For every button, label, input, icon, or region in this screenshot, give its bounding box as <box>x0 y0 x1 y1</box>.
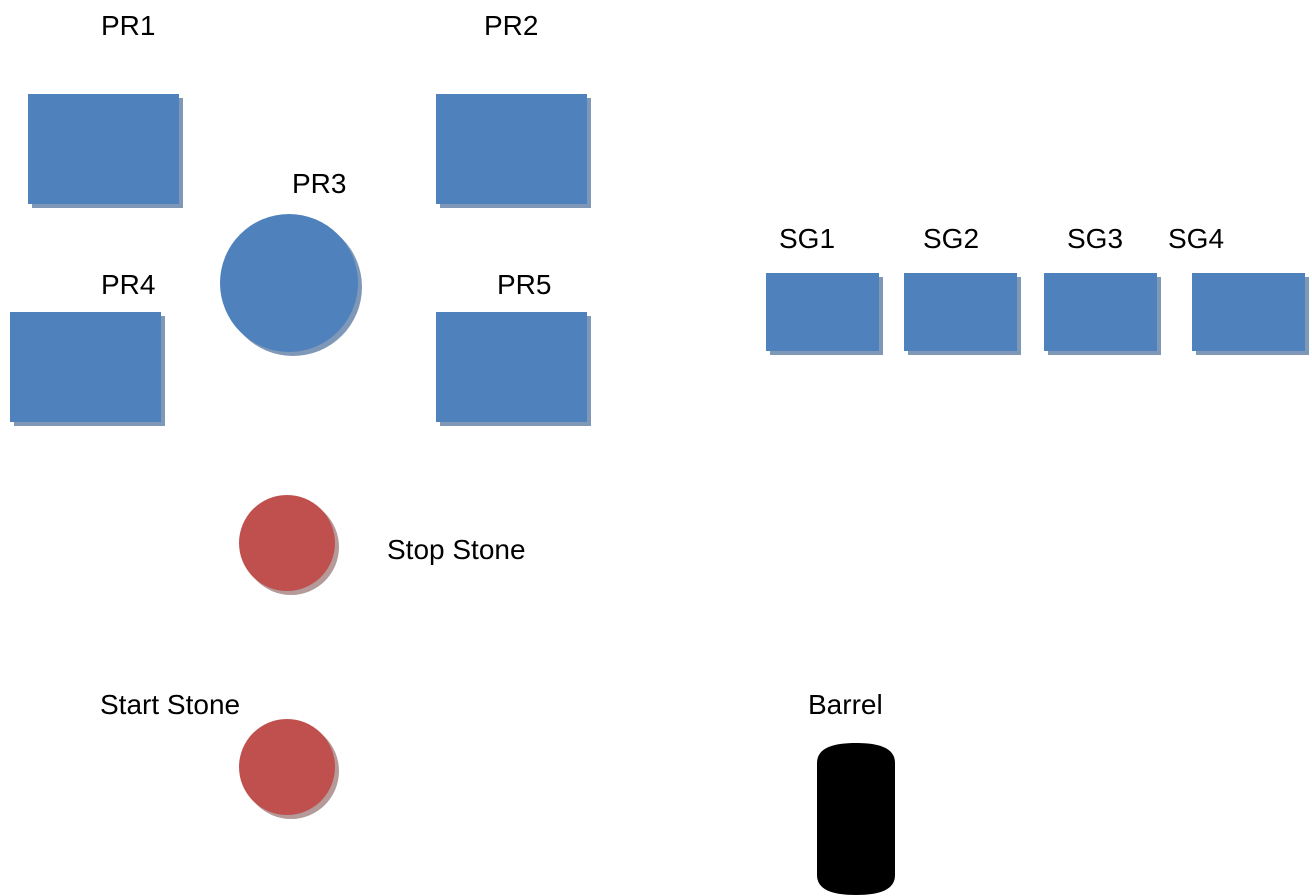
sg3-box <box>1044 273 1157 351</box>
pr4-box <box>10 312 161 422</box>
barrel-icon <box>817 743 895 895</box>
sg1-label: SG1 <box>779 223 836 254</box>
start-stone-label: Start Stone <box>100 689 241 720</box>
pr5-box <box>436 312 587 422</box>
pr2-box <box>436 94 587 204</box>
pr5-label: PR5 <box>497 269 552 300</box>
stop-stone <box>239 495 335 591</box>
sg3-label: SG3 <box>1067 223 1124 254</box>
pr3-label: PR3 <box>292 168 347 199</box>
pr1-box <box>28 94 179 204</box>
pr1-label: PR1 <box>101 10 156 41</box>
sg1-box <box>766 273 879 351</box>
sg2-label: SG2 <box>923 223 980 254</box>
stop-stone-label: Stop Stone <box>387 534 526 565</box>
start-stone <box>239 719 335 815</box>
pr4-label: PR4 <box>101 269 156 300</box>
barrel-label: Barrel <box>808 689 883 720</box>
sg4-box <box>1192 273 1305 351</box>
pr2-label: PR2 <box>484 10 539 41</box>
pr3-circle <box>220 214 358 352</box>
sg2-box <box>904 273 1017 351</box>
sg4-label: SG4 <box>1168 223 1225 254</box>
